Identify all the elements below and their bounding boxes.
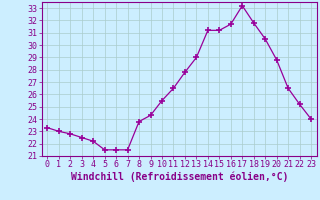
X-axis label: Windchill (Refroidissement éolien,°C): Windchill (Refroidissement éolien,°C) <box>70 172 288 182</box>
